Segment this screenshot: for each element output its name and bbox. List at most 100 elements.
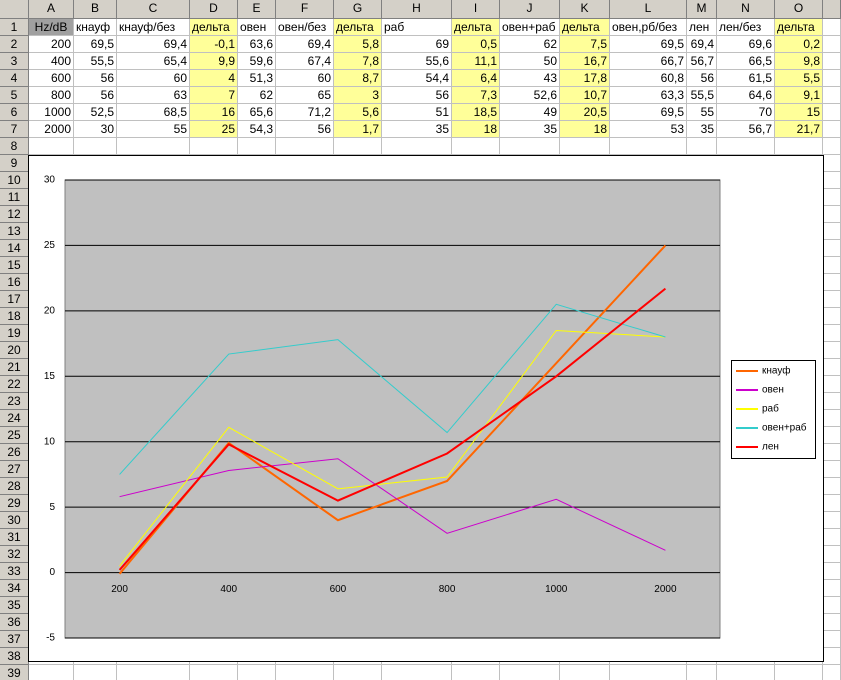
cell (823, 478, 841, 495)
cell: 53 (610, 121, 687, 138)
cell (823, 70, 841, 87)
row-header: 5 (0, 87, 29, 104)
row-header: 19 (0, 325, 29, 342)
cell: овен+раб (500, 19, 560, 36)
cell: 5,8 (334, 36, 382, 53)
cell (823, 512, 841, 529)
column-header (823, 0, 841, 19)
cell: 3 (334, 87, 382, 104)
cell (823, 495, 841, 512)
cell (775, 138, 823, 155)
cell (823, 597, 841, 614)
row-header: 20 (0, 342, 29, 359)
cell: 2000 (29, 121, 74, 138)
row-header: 29 (0, 495, 29, 512)
cell (823, 240, 841, 257)
row-header: 6 (0, 104, 29, 121)
cell: 5,6 (334, 104, 382, 121)
cell (610, 665, 687, 680)
plot-area (64, 179, 721, 639)
column-header: E (238, 0, 276, 19)
cell: 9,8 (775, 53, 823, 70)
cell: 11,1 (452, 53, 500, 70)
cell: дельта (452, 19, 500, 36)
cell (276, 138, 334, 155)
cell: 7,5 (560, 36, 610, 53)
cell: 6,4 (452, 70, 500, 87)
cell: 50 (500, 53, 560, 70)
cell: 7 (190, 87, 238, 104)
cell: 63,3 (610, 87, 687, 104)
legend-label: лен (762, 442, 779, 453)
cell (334, 138, 382, 155)
cell (823, 36, 841, 53)
column-header: B (74, 0, 117, 19)
cell (117, 138, 190, 155)
cell: 67,4 (276, 53, 334, 70)
cell: кнауф (74, 19, 117, 36)
cell: 7,8 (334, 53, 382, 70)
cell: 400 (29, 53, 74, 70)
cell: 61,5 (717, 70, 775, 87)
cell (823, 614, 841, 631)
chart[interactable]: -5 0 5 10 15 20 25 30 200 400 600 800 1000 2000 кнауф о… (28, 155, 825, 663)
row-header: 21 (0, 359, 29, 376)
cell: кнауф/без (117, 19, 190, 36)
cell: 18,5 (452, 104, 500, 121)
cell: 66,5 (717, 53, 775, 70)
row-header: 7 (0, 121, 29, 138)
row-header: 22 (0, 376, 29, 393)
cell: -0,1 (190, 36, 238, 53)
cell (717, 138, 775, 155)
cell: 10,7 (560, 87, 610, 104)
column-header: M (687, 0, 717, 19)
cell (610, 138, 687, 155)
row-header: 36 (0, 614, 29, 631)
cell (823, 359, 841, 376)
cell (823, 376, 841, 393)
cell: дельта (775, 19, 823, 36)
cell (238, 138, 276, 155)
row-header: 1 (0, 19, 29, 36)
cell (276, 665, 334, 680)
cell: 56 (382, 87, 452, 104)
cell (823, 393, 841, 410)
cell: 59,6 (238, 53, 276, 70)
cell: 800 (29, 87, 74, 104)
row-header: 15 (0, 257, 29, 274)
cell (823, 138, 841, 155)
cell: 55 (117, 121, 190, 138)
cell: 66,7 (610, 53, 687, 70)
row-header: 13 (0, 223, 29, 240)
cell: 60 (117, 70, 190, 87)
cell: 35 (687, 121, 717, 138)
legend-label: овен+раб (762, 422, 807, 434)
x-tick-label: 800 (439, 584, 456, 595)
cell: 35 (382, 121, 452, 138)
row-header: 25 (0, 427, 29, 444)
cell (823, 223, 841, 240)
cell: 55,6 (382, 53, 452, 70)
cell: лен/без (717, 19, 775, 36)
cell (823, 631, 841, 648)
column-header: A (29, 0, 74, 19)
cell (29, 138, 74, 155)
row-header: 12 (0, 206, 29, 223)
cell: 17,8 (560, 70, 610, 87)
cell: 65,6 (238, 104, 276, 121)
cell: 69,5 (610, 104, 687, 121)
cell (687, 138, 717, 155)
row-header: 37 (0, 631, 29, 648)
row-header: 38 (0, 648, 29, 665)
cell: овен,рб/без (610, 19, 687, 36)
cell: дельта (190, 19, 238, 36)
cell (560, 665, 610, 680)
cell: раб (382, 19, 452, 36)
cell: 0,5 (452, 36, 500, 53)
cell: овен (238, 19, 276, 36)
cell: 56 (687, 70, 717, 87)
cell (823, 325, 841, 342)
cell (823, 87, 841, 104)
cell (823, 104, 841, 121)
